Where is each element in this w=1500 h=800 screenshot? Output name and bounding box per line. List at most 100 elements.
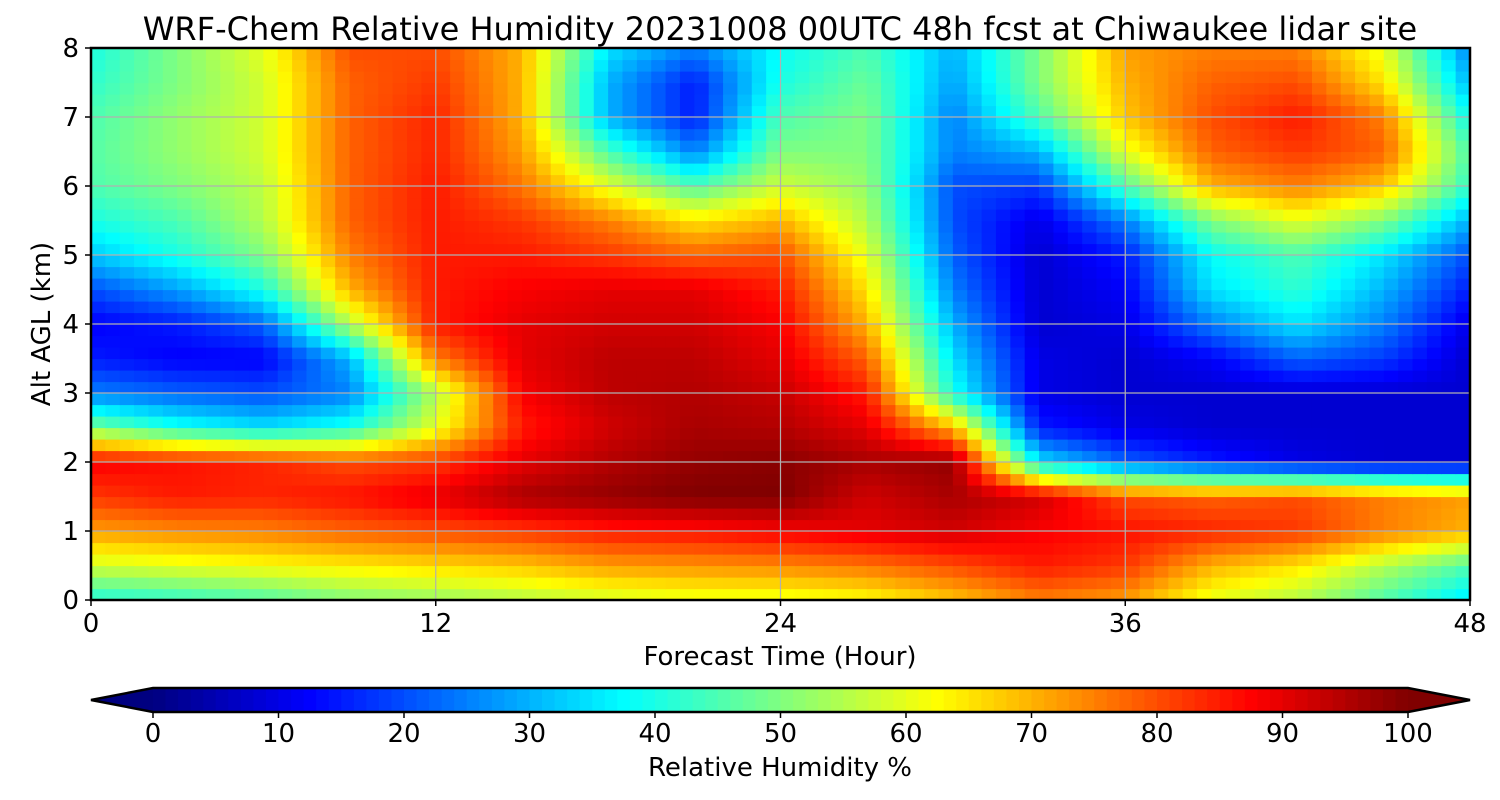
- heatmap-cell: [1010, 381, 1026, 394]
- heatmap-cell: [881, 347, 897, 360]
- heatmap-cell: [1398, 462, 1414, 475]
- heatmap-cell: [1225, 117, 1241, 130]
- heatmap-cell: [924, 48, 940, 61]
- heatmap-cell: [119, 59, 135, 72]
- heatmap-cell: [234, 508, 250, 521]
- heatmap-cell: [105, 519, 121, 532]
- heatmap-cell: [292, 82, 308, 95]
- heatmap-cell: [292, 519, 308, 532]
- heatmap-cell: [421, 71, 437, 84]
- heatmap-cell: [148, 427, 164, 440]
- heatmap-cell: [105, 381, 121, 394]
- heatmap-cell: [1168, 335, 1184, 348]
- heatmap-cell: [708, 439, 724, 452]
- heatmap-cell: [1225, 358, 1241, 371]
- heatmap-cell: [780, 508, 796, 521]
- heatmap-cell: [823, 347, 839, 360]
- heatmap-cell: [306, 289, 322, 302]
- heatmap-cell: [335, 71, 351, 84]
- heatmap-cell: [794, 289, 810, 302]
- heatmap-cell: [1024, 335, 1040, 348]
- heatmap-cell: [205, 439, 221, 452]
- heatmap-cell: [493, 496, 509, 509]
- heatmap-cell: [1441, 255, 1457, 268]
- heatmap-cell: [134, 577, 150, 590]
- heatmap-cell: [1297, 519, 1313, 532]
- heatmap-cell: [1110, 289, 1126, 302]
- heatmap-cell: [550, 427, 566, 440]
- heatmap-cell: [464, 473, 480, 486]
- heatmap-cell: [177, 232, 193, 245]
- heatmap-cell: [751, 94, 767, 107]
- heatmap-cell: [1240, 416, 1256, 429]
- heatmap-cell: [1240, 404, 1256, 417]
- heatmap-cell: [1024, 416, 1040, 429]
- heatmap-cell: [1254, 358, 1270, 371]
- heatmap-cell: [234, 519, 250, 532]
- heatmap-cell: [780, 82, 796, 95]
- heatmap-cell: [464, 151, 480, 164]
- heatmap-cell: [1254, 197, 1270, 210]
- heatmap-cell: [1082, 209, 1098, 222]
- heatmap-cell: [306, 140, 322, 153]
- heatmap-cell: [981, 163, 997, 176]
- colorbar-segment: [466, 688, 480, 712]
- heatmap-cell: [1053, 404, 1069, 417]
- heatmap-cell: [349, 404, 365, 417]
- heatmap-cell: [1153, 278, 1169, 291]
- heatmap-cell: [1211, 186, 1227, 199]
- heatmap-cell: [593, 462, 609, 475]
- heatmap-cell: [191, 117, 207, 130]
- heatmap-cell: [1153, 94, 1169, 107]
- heatmap-cell: [967, 48, 983, 61]
- heatmap-cell: [1268, 128, 1284, 141]
- heatmap-cell: [909, 151, 925, 164]
- heatmap-cell: [1110, 404, 1126, 417]
- heatmap-cell: [1067, 105, 1083, 118]
- heatmap-cell: [1197, 565, 1213, 578]
- heatmap-cell: [593, 105, 609, 118]
- heatmap-cell: [1383, 232, 1399, 245]
- heatmap-cell: [521, 508, 537, 521]
- heatmap-cell: [363, 416, 379, 429]
- heatmap-cell: [995, 82, 1011, 95]
- heatmap-cell: [1053, 59, 1069, 72]
- heatmap-cell: [1398, 278, 1414, 291]
- heatmap-cell: [91, 82, 106, 95]
- heatmap-cell: [1254, 439, 1270, 452]
- heatmap-cell: [995, 197, 1011, 210]
- heatmap-cell: [421, 427, 437, 440]
- heatmap-cell: [191, 381, 207, 394]
- heatmap-cell: [191, 197, 207, 210]
- heatmap-cell: [881, 439, 897, 452]
- heatmap-cell: [148, 588, 164, 600]
- heatmap-cell: [1240, 588, 1256, 600]
- heatmap-cell: [1197, 278, 1213, 291]
- heatmap-cell: [521, 82, 537, 95]
- heatmap-cell: [881, 473, 897, 486]
- heatmap-cell: [435, 209, 451, 222]
- heatmap-cell: [981, 542, 997, 555]
- heatmap-cell: [608, 59, 624, 72]
- heatmap-cell: [766, 381, 782, 394]
- heatmap-cell: [967, 197, 983, 210]
- heatmap-cell: [1110, 301, 1126, 314]
- heatmap-cell: [1355, 393, 1371, 406]
- heatmap-cell: [1412, 462, 1428, 475]
- heatmap-cell: [751, 301, 767, 314]
- heatmap-cell: [1168, 94, 1184, 107]
- heatmap-cell: [1168, 105, 1184, 118]
- heatmap-cell: [263, 554, 279, 567]
- heatmap-cell: [1096, 94, 1112, 107]
- heatmap-cell: [1125, 266, 1141, 279]
- heatmap-cell: [550, 255, 566, 268]
- heatmap-cell: [1211, 588, 1227, 600]
- heatmap-cell: [579, 232, 595, 245]
- heatmap-cell: [1053, 232, 1069, 245]
- heatmap-cell: [1268, 151, 1284, 164]
- heatmap-cell: [1096, 439, 1112, 452]
- heatmap-cell: [407, 416, 422, 429]
- heatmap-cell: [1110, 370, 1126, 383]
- heatmap-cell: [593, 312, 609, 325]
- heatmap-cell: [148, 381, 164, 394]
